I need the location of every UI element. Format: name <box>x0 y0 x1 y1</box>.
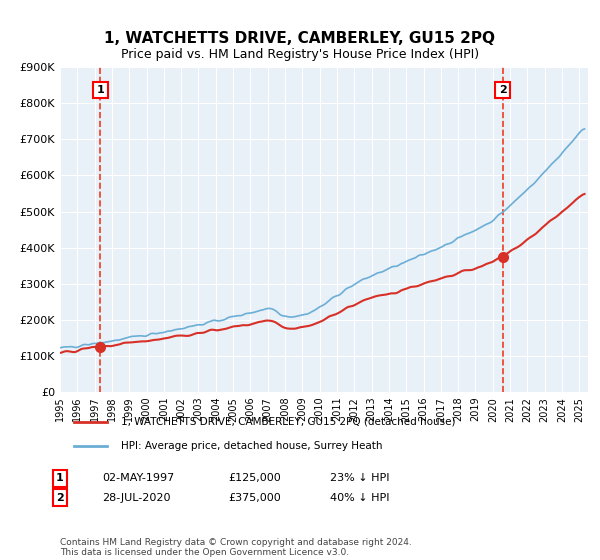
Text: £125,000: £125,000 <box>228 473 281 483</box>
Text: 1, WATCHETTS DRIVE, CAMBERLEY, GU15 2PQ: 1, WATCHETTS DRIVE, CAMBERLEY, GU15 2PQ <box>104 31 496 46</box>
Text: 2: 2 <box>499 85 506 95</box>
Text: 1: 1 <box>97 85 104 95</box>
Text: 1, WATCHETTS DRIVE, CAMBERLEY, GU15 2PQ (detached house): 1, WATCHETTS DRIVE, CAMBERLEY, GU15 2PQ … <box>121 417 455 427</box>
Text: 40% ↓ HPI: 40% ↓ HPI <box>330 493 389 503</box>
Text: 2: 2 <box>56 493 64 503</box>
Text: 28-JUL-2020: 28-JUL-2020 <box>102 493 170 503</box>
Text: £375,000: £375,000 <box>228 493 281 503</box>
Text: HPI: Average price, detached house, Surrey Heath: HPI: Average price, detached house, Surr… <box>121 441 382 451</box>
Text: 23% ↓ HPI: 23% ↓ HPI <box>330 473 389 483</box>
Text: Price paid vs. HM Land Registry's House Price Index (HPI): Price paid vs. HM Land Registry's House … <box>121 48 479 60</box>
Text: This data is licensed under the Open Government Licence v3.0.: This data is licensed under the Open Gov… <box>60 548 349 557</box>
Text: 1: 1 <box>56 473 64 483</box>
Text: Contains HM Land Registry data © Crown copyright and database right 2024.: Contains HM Land Registry data © Crown c… <box>60 538 412 547</box>
Text: 02-MAY-1997: 02-MAY-1997 <box>102 473 174 483</box>
